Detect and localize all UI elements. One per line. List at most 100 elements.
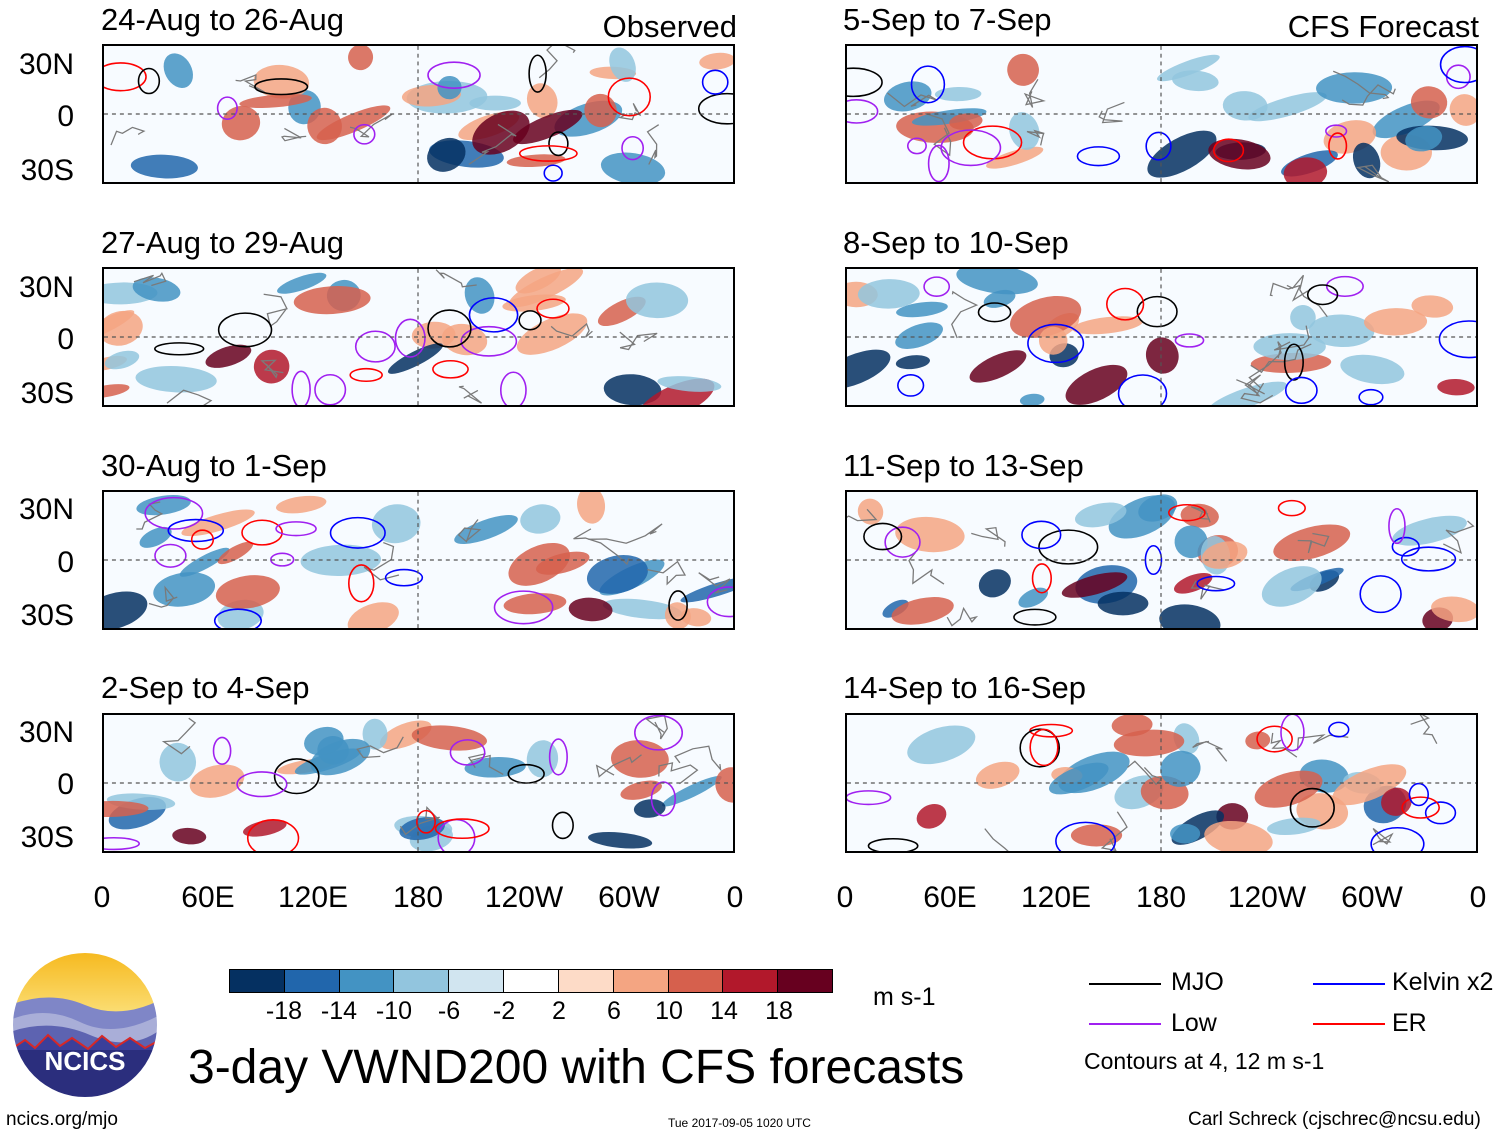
anomaly-blob	[179, 547, 230, 577]
anomaly-blob	[1332, 764, 1407, 806]
contour-line	[1359, 575, 1402, 614]
anomaly-blob	[568, 597, 613, 622]
map-panel-left-3	[102, 490, 735, 630]
coastline	[538, 46, 576, 79]
contour-line	[897, 374, 925, 397]
colorbar-tick: -14	[320, 997, 358, 1025]
contour-line	[927, 144, 950, 182]
contour-line	[1136, 295, 1178, 328]
anomaly-blob	[1170, 823, 1201, 844]
contour-line	[241, 519, 283, 546]
coastline	[1270, 732, 1298, 758]
contour-line	[923, 276, 951, 297]
coastline	[260, 359, 284, 379]
map-panel-right-4	[845, 713, 1478, 853]
contour-line	[1055, 821, 1117, 851]
contour-line	[1408, 782, 1429, 807]
anomaly-blob	[907, 725, 976, 765]
anomaly-blob	[300, 544, 382, 577]
anomaly-blob	[454, 515, 518, 545]
contour-line	[863, 522, 903, 551]
coastline	[1355, 164, 1390, 182]
anomaly-blob	[472, 110, 530, 155]
coastline	[1023, 79, 1046, 108]
contour-line	[190, 529, 215, 550]
coastline	[1127, 760, 1163, 786]
anomaly-blob	[1009, 112, 1040, 150]
coastline	[399, 806, 441, 836]
contour-line	[273, 758, 320, 795]
contour-line	[1029, 723, 1074, 738]
panel-title-right-1: 5-Sep to 7-Sep	[843, 2, 1052, 37]
legend-low-label: Low	[1171, 1009, 1217, 1037]
coastline	[148, 585, 178, 608]
anomaly-blob	[515, 269, 561, 294]
anomaly-blob	[1038, 326, 1068, 355]
anomaly-blob	[163, 53, 194, 89]
contour-line	[706, 586, 733, 618]
colorbar-tick: 18	[765, 997, 793, 1025]
contour-line	[236, 771, 288, 798]
anomaly-blob	[139, 526, 172, 548]
coastline	[951, 290, 979, 339]
coastline	[698, 572, 731, 594]
colorbar	[229, 969, 833, 993]
lon-label-60w: 60W	[598, 881, 660, 914]
colorbar-tick: -6	[437, 997, 461, 1025]
contour-line	[416, 809, 436, 834]
contour-line	[668, 590, 688, 621]
contour-line	[1168, 503, 1206, 522]
anomaly-blob	[1157, 54, 1220, 82]
anomaly-blob	[215, 575, 280, 609]
anomaly-blob	[181, 509, 255, 537]
contour-line	[384, 568, 424, 587]
colorbar-tick: -2	[492, 997, 516, 1025]
coastline	[1026, 129, 1045, 146]
contour-line	[1019, 728, 1061, 768]
contour-line	[1325, 275, 1364, 298]
lon-label-60e: 60E	[181, 881, 235, 914]
coastline	[908, 552, 945, 585]
coastline	[161, 717, 197, 755]
colorbar-swatch	[284, 970, 340, 992]
anomaly-blob	[949, 113, 983, 130]
anomaly-blob	[884, 81, 932, 112]
coastline	[946, 606, 979, 627]
contour-line	[427, 309, 472, 348]
anomaly-blob	[242, 819, 287, 837]
contour-line	[137, 67, 161, 95]
anomaly-blob	[526, 83, 558, 119]
anomaly-blob	[1159, 604, 1221, 628]
lon-label-60e: 60E	[923, 881, 977, 914]
anomaly-blob	[1254, 770, 1323, 808]
lat-label-30s: 30S	[20, 599, 74, 632]
map-panel-left-2	[102, 267, 735, 407]
contour-line	[354, 330, 396, 363]
contour-line	[518, 145, 578, 162]
contour-line	[104, 836, 140, 851]
footer-url[interactable]: ncics.org/mjo	[6, 1109, 118, 1130]
lon-label-120e: 120E	[1020, 881, 1092, 914]
anomaly-blob	[464, 277, 495, 314]
contour-line	[940, 129, 1002, 167]
anomaly-blob	[399, 817, 445, 841]
contour-line	[548, 131, 569, 157]
anomaly-blob	[239, 94, 312, 109]
anomaly-blob	[205, 344, 252, 368]
anomaly-blob	[217, 541, 254, 565]
contour-line	[962, 125, 1023, 160]
colorbar-swatch	[613, 970, 669, 992]
contour-line	[1325, 124, 1348, 138]
coastline	[1297, 532, 1330, 554]
anomaly-blob	[609, 47, 636, 82]
lat-label-0: 0	[57, 323, 74, 356]
anomaly-blob	[934, 87, 982, 102]
contour-line	[1370, 827, 1425, 851]
contour-line	[551, 811, 574, 840]
contour-line	[1144, 544, 1163, 576]
map-panel-right-1	[845, 44, 1478, 184]
lat-label-30n: 30N	[18, 48, 74, 81]
anomaly-blob	[253, 349, 290, 384]
coastline	[166, 389, 213, 405]
lon-label-0: 0	[93, 881, 111, 914]
